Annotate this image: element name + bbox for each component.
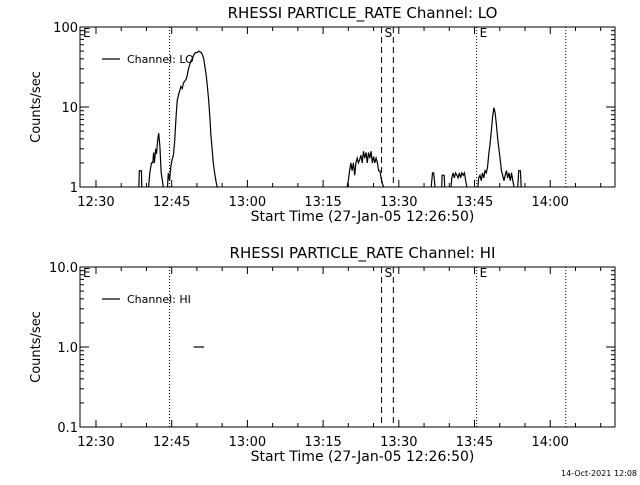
series-line-segment — [477, 107, 515, 188]
chart-panel-0: RHESSI PARTICLE_RATE Channel: LO E S E 12:30… — [29, 4, 616, 225]
series-line-segment — [346, 151, 385, 188]
series-line-segment — [430, 172, 436, 188]
legend-label: Channel: HI — [127, 293, 191, 306]
x-tick-label: 13:00 — [229, 435, 266, 450]
y-tick-label: 100 — [53, 21, 78, 36]
chart-panel-1: RHESSI PARTICLE_RATE Channel: HI E S E 12:30… — [29, 244, 616, 465]
y-tick-label: 0.1 — [57, 421, 78, 436]
plot-frame — [79, 266, 616, 428]
chart-title: RHESSI PARTICLE_RATE Channel: HI — [230, 244, 496, 263]
x-axis-label: Start Time (27-Jan-05 12:26:50) — [251, 449, 475, 465]
x-tick-label: 14:00 — [531, 195, 568, 210]
x-axis-label: Start Time (27-Jan-05 12:26:50) — [251, 209, 475, 225]
marker-label: E — [83, 26, 91, 40]
x-tick-label: 12:45 — [153, 435, 190, 450]
y-tick-label: 10.0 — [49, 261, 78, 276]
x-tick-label: 12:30 — [77, 195, 114, 210]
x-tick-label: 12:30 — [77, 435, 114, 450]
marker-label: E — [480, 26, 488, 40]
x-tick-label: 13:00 — [229, 195, 266, 210]
marker-label: E — [480, 266, 488, 280]
legend-label: Channel: LO — [127, 53, 194, 66]
marker-label: E — [83, 266, 91, 280]
marker-label: S — [385, 266, 393, 280]
y-tick-label: 1.0 — [57, 341, 78, 356]
y-axis-label: Counts/sec — [29, 71, 44, 143]
series-line-segment — [441, 174, 446, 188]
x-tick-label: 13:45 — [456, 435, 493, 450]
x-tick-label: 13:45 — [456, 195, 493, 210]
series-line-segment — [138, 170, 143, 188]
x-tick-label: 13:15 — [304, 195, 341, 210]
timestamp: 14-Oct-2021 12:08 — [561, 469, 637, 478]
chart-title: RHESSI PARTICLE_RATE Channel: LO — [228, 4, 498, 23]
series-line-segment — [517, 170, 522, 188]
series-line-segment — [450, 170, 468, 188]
series-line-segment — [148, 133, 164, 188]
x-tick-label: 12:45 — [153, 195, 190, 210]
x-tick-label: 13:30 — [380, 435, 417, 450]
x-tick-label: 14:00 — [531, 435, 568, 450]
y-tick-label: 1 — [70, 181, 78, 196]
x-tick-label: 13:15 — [304, 435, 341, 450]
x-tick-label: 13:30 — [380, 195, 417, 210]
series-line-segment — [166, 50, 219, 188]
marker-label: S — [385, 26, 393, 40]
y-axis-label: Counts/sec — [29, 311, 44, 383]
y-tick-label: 10 — [61, 101, 78, 116]
